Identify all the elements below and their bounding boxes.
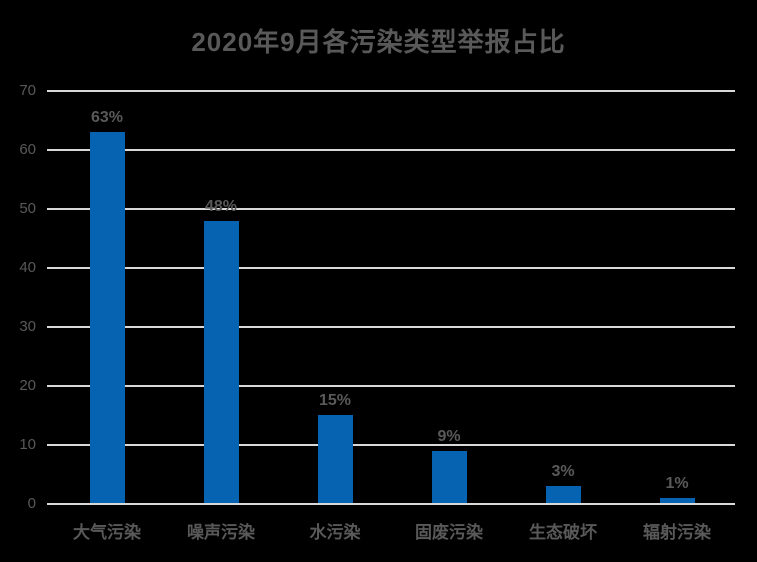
y-tick-label: 30: [19, 318, 36, 335]
bar-辐射污染: [659, 498, 695, 503]
bar-value-label: 1%: [665, 475, 689, 492]
gridline: [47, 444, 735, 446]
y-tick-label: 40: [19, 259, 36, 276]
y-tick-label: 60: [19, 141, 36, 158]
x-category-label: 噪声污染: [187, 523, 255, 542]
gridline: [47, 267, 735, 269]
bar-value-label: 15%: [318, 392, 352, 409]
gridline: [47, 503, 735, 505]
x-category-label: 大气污染: [73, 523, 141, 542]
y-tick-label: 20: [19, 377, 36, 394]
y-tick-label: 70: [19, 82, 36, 99]
x-category-label: 辐射污染: [643, 523, 711, 542]
bar-value-label: 9%: [437, 428, 461, 445]
bar-生态破坏: [545, 486, 581, 503]
chart-title: 2020年9月各污染类型举报占比: [191, 27, 566, 57]
bar-大气污染: [89, 132, 125, 503]
x-category-label: 生态破坏: [529, 523, 597, 542]
gridline: [47, 208, 735, 210]
bar-噪声污染: [203, 221, 239, 503]
gridline: [47, 90, 735, 92]
bar-value-label: 48%: [204, 198, 238, 215]
x-category-label: 水污染: [309, 523, 361, 542]
y-tick-label: 0: [27, 495, 36, 512]
gridline: [47, 326, 735, 328]
bar-固废污染: [431, 451, 467, 503]
bar-水污染: [317, 415, 353, 503]
y-tick-label: 50: [19, 200, 36, 217]
gridline: [47, 385, 735, 387]
x-category-label: 固废污染: [415, 523, 483, 542]
y-tick-label: 10: [19, 436, 36, 453]
bar-value-label: 3%: [551, 463, 575, 480]
gridline: [47, 149, 735, 151]
bar-value-label: 63%: [90, 109, 124, 126]
